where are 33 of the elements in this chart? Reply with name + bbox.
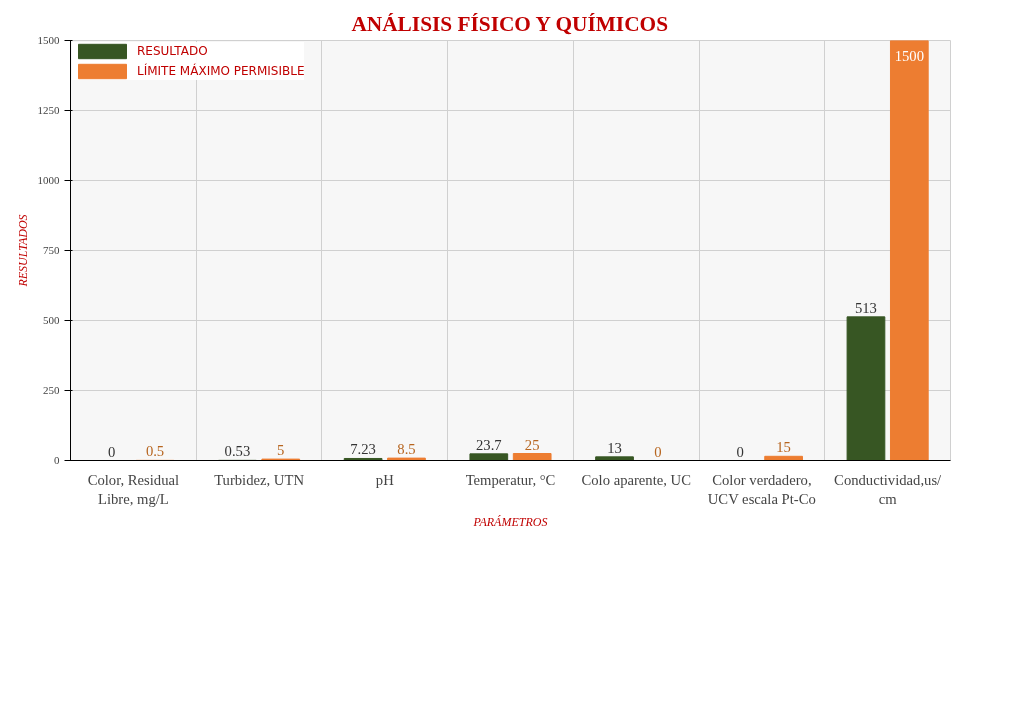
data-label: 7.23 [350, 441, 376, 458]
y-tick-label: 750 [43, 244, 60, 256]
y-tick-label: 1250 [37, 104, 60, 116]
x-tick-label: pH [375, 471, 395, 488]
data-label: 513 [854, 299, 877, 316]
data-label: 5 [277, 442, 285, 459]
data-label: 0 [108, 443, 116, 460]
y-axis-title: RESULTADOS [15, 214, 30, 288]
x-axis-title: PARÁMETROS [472, 514, 548, 529]
data-label: 0.5 [145, 443, 165, 460]
legend-label: RESULTADO [137, 44, 208, 58]
y-tick-label: 0 [54, 454, 60, 466]
x-tick-label: Temperatur, °C [465, 471, 556, 488]
y-tick-label: 250 [43, 384, 60, 396]
y-tick-label: 1500 [37, 34, 60, 46]
data-label: 0 [736, 443, 744, 460]
x-tick-label: Turbidez, UTN [214, 471, 305, 488]
data-label: 15 [776, 439, 791, 456]
data-label: 0.53 [224, 443, 251, 460]
y-tick-label: 500 [43, 314, 60, 326]
data-label: 25 [524, 436, 540, 453]
x-tick-label: Colo aparente, UC [581, 471, 691, 488]
data-label: 13 [607, 439, 622, 456]
x-tick-label: Color, Residual Libre, mg/L [87, 471, 180, 507]
x-tick-label: Color verdadero, UCV escala Pt-Co [707, 471, 816, 507]
data-label: 1500 [894, 47, 924, 64]
chart-title: ANÁLISIS FÍSICO Y QUÍMICOS [351, 11, 669, 36]
data-label: 0 [654, 443, 662, 460]
data-label: 23.7 [475, 436, 502, 453]
data-label: 8.5 [397, 441, 416, 458]
y-tick-label: 1000 [37, 174, 60, 186]
x-tick-label: Conductividad,us/cm [834, 471, 943, 507]
legend-label: LÍMITE MÁXIMO PERMISIBLE [137, 64, 305, 78]
